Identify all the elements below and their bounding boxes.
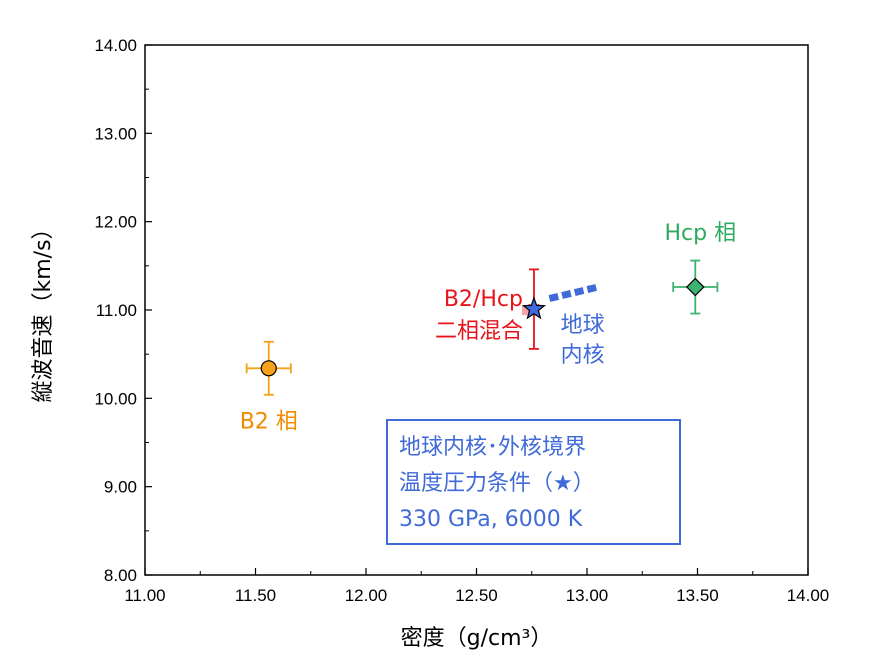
x-tick-label: 11.50 xyxy=(235,586,276,605)
x-tick-label: 11.00 xyxy=(124,586,165,605)
x-tick-label: 12.00 xyxy=(345,586,388,605)
mixed-phase-highlight xyxy=(521,305,532,316)
x-tick-label: 13.00 xyxy=(566,586,609,605)
y-tick-label: 11.00 xyxy=(96,301,137,320)
condition-box: 地球内核･外核境界 温度圧力条件（★） 330 GPa, 6000 K xyxy=(386,419,681,545)
b2-phase-point xyxy=(260,360,277,377)
marks-layer xyxy=(245,259,719,396)
y-tick-label: 13.00 xyxy=(94,124,137,143)
condition-box-line-1: 地球内核･外核境界 xyxy=(399,435,586,460)
inner-core-label-line-2: 内核 xyxy=(561,343,605,368)
y-tick-label: 10.00 xyxy=(94,389,137,408)
y-tick-label: 9.00 xyxy=(104,478,137,497)
hcp-phase-label-line-1: Hcp 相 xyxy=(664,221,736,246)
inner-core-range-line xyxy=(548,283,599,302)
condition-box-frame xyxy=(386,419,681,545)
y-tick-label: 8.00 xyxy=(104,566,137,585)
point-labels: B2 相 Hcp 相 B2/Hcp 二相混合 地球内核 xyxy=(240,221,736,434)
x-tick-label: 12.50 xyxy=(455,586,498,605)
mixed-phase-star-point xyxy=(521,296,547,320)
x-tick-label: 13.50 xyxy=(676,586,719,605)
condition-box-line-2: 温度圧力条件（★） xyxy=(399,471,595,496)
tick-layer: 8.00 9.00 10.00 11.00 12.00 13.00 14.00 11.00 11… xyxy=(94,36,829,605)
plot-area-frame xyxy=(144,44,809,576)
y-axis-title: 縦波音速（km/s） xyxy=(31,217,56,402)
x-tick-label: 14.00 xyxy=(787,586,830,605)
x-axis-title: 密度（g/cm³） xyxy=(401,626,553,651)
mixed-phase-label-line-1: B2/Hcp xyxy=(444,287,523,312)
mixed-phase-label-line-2: 二相混合 xyxy=(435,319,523,344)
y-tick-label: 14.00 xyxy=(94,36,137,55)
y-tick-label: 12.00 xyxy=(94,213,137,232)
hcp-phase-point xyxy=(685,277,705,297)
b2-phase-label-line-1: B2 相 xyxy=(240,409,298,434)
condition-box-line-3: 330 GPa, 6000 K xyxy=(399,507,583,532)
inner-core-label-line-1: 地球 xyxy=(561,313,605,338)
